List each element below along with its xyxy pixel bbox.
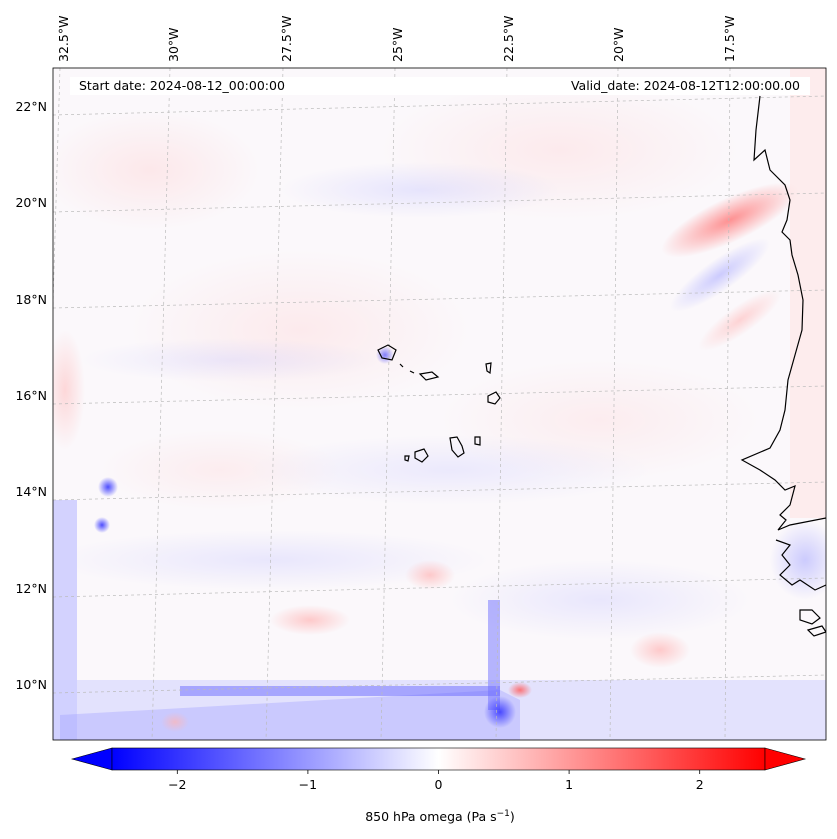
cape-verde-islands [377, 344, 501, 463]
colorbar: −2 −1 0 1 2 850 hPa omega (Pa s−1) [70, 747, 807, 824]
colorbar-label-exponent: −1 [497, 809, 510, 819]
lat-tick-label: 16°N [15, 388, 47, 403]
lat-tick-label: 10°N [15, 677, 47, 692]
colorbar-tick-label: 0 [435, 777, 443, 792]
coastline [740, 95, 826, 637]
lon-tick-label: 32.5°W [56, 16, 71, 62]
lon-tick-label: 17.5°W [722, 16, 737, 62]
lon-ticks: 32.5°W 30°W 27.5°W 25°W 22.5°W 20°W 17.5… [56, 16, 737, 62]
colorbar-extend-high [764, 747, 807, 771]
lat-tick-label: 14°N [15, 484, 47, 499]
map-frame [52, 67, 827, 741]
valid-date-label: Valid_date: 2024-08-12T12:00:00.00 [571, 78, 800, 93]
omega-field [53, 68, 826, 740]
date-band [70, 77, 810, 95]
colorbar-tick-label: 1 [565, 777, 573, 792]
lat-tick-label: 12°N [15, 581, 47, 596]
colorbar-label: 850 hPa omega (Pa s−1) [365, 809, 515, 824]
lon-tick-label: 22.5°W [501, 16, 516, 62]
colorbar-label-close: ) [510, 809, 515, 824]
lat-tick-label: 22°N [15, 99, 47, 114]
colorbar-extend-low [70, 747, 113, 771]
lon-tick-label: 30°W [166, 27, 181, 62]
colorbar-tick-label: 2 [696, 777, 704, 792]
colorbar-ticks: −2 −1 0 1 2 [168, 770, 704, 792]
colorbar-tick-label: −2 [168, 777, 186, 792]
colorbar-body [111, 747, 766, 771]
lat-ticks: 22°N 20°N 18°N 16°N 14°N 12°N 10°N [15, 99, 47, 692]
lat-tick-label: 18°N [15, 292, 47, 307]
lat-tick-label: 20°N [15, 195, 47, 210]
lon-tick-label: 27.5°W [279, 16, 294, 62]
colorbar-tick-label: −1 [299, 777, 317, 792]
gridlines [53, 68, 826, 740]
colorbar-label-main: 850 hPa omega (Pa s [365, 809, 496, 824]
lon-tick-label: 25°W [390, 27, 405, 62]
lon-tick-label: 20°W [611, 27, 626, 62]
start-date-label: Start date: 2024-08-12_00:00:00 [79, 78, 285, 93]
